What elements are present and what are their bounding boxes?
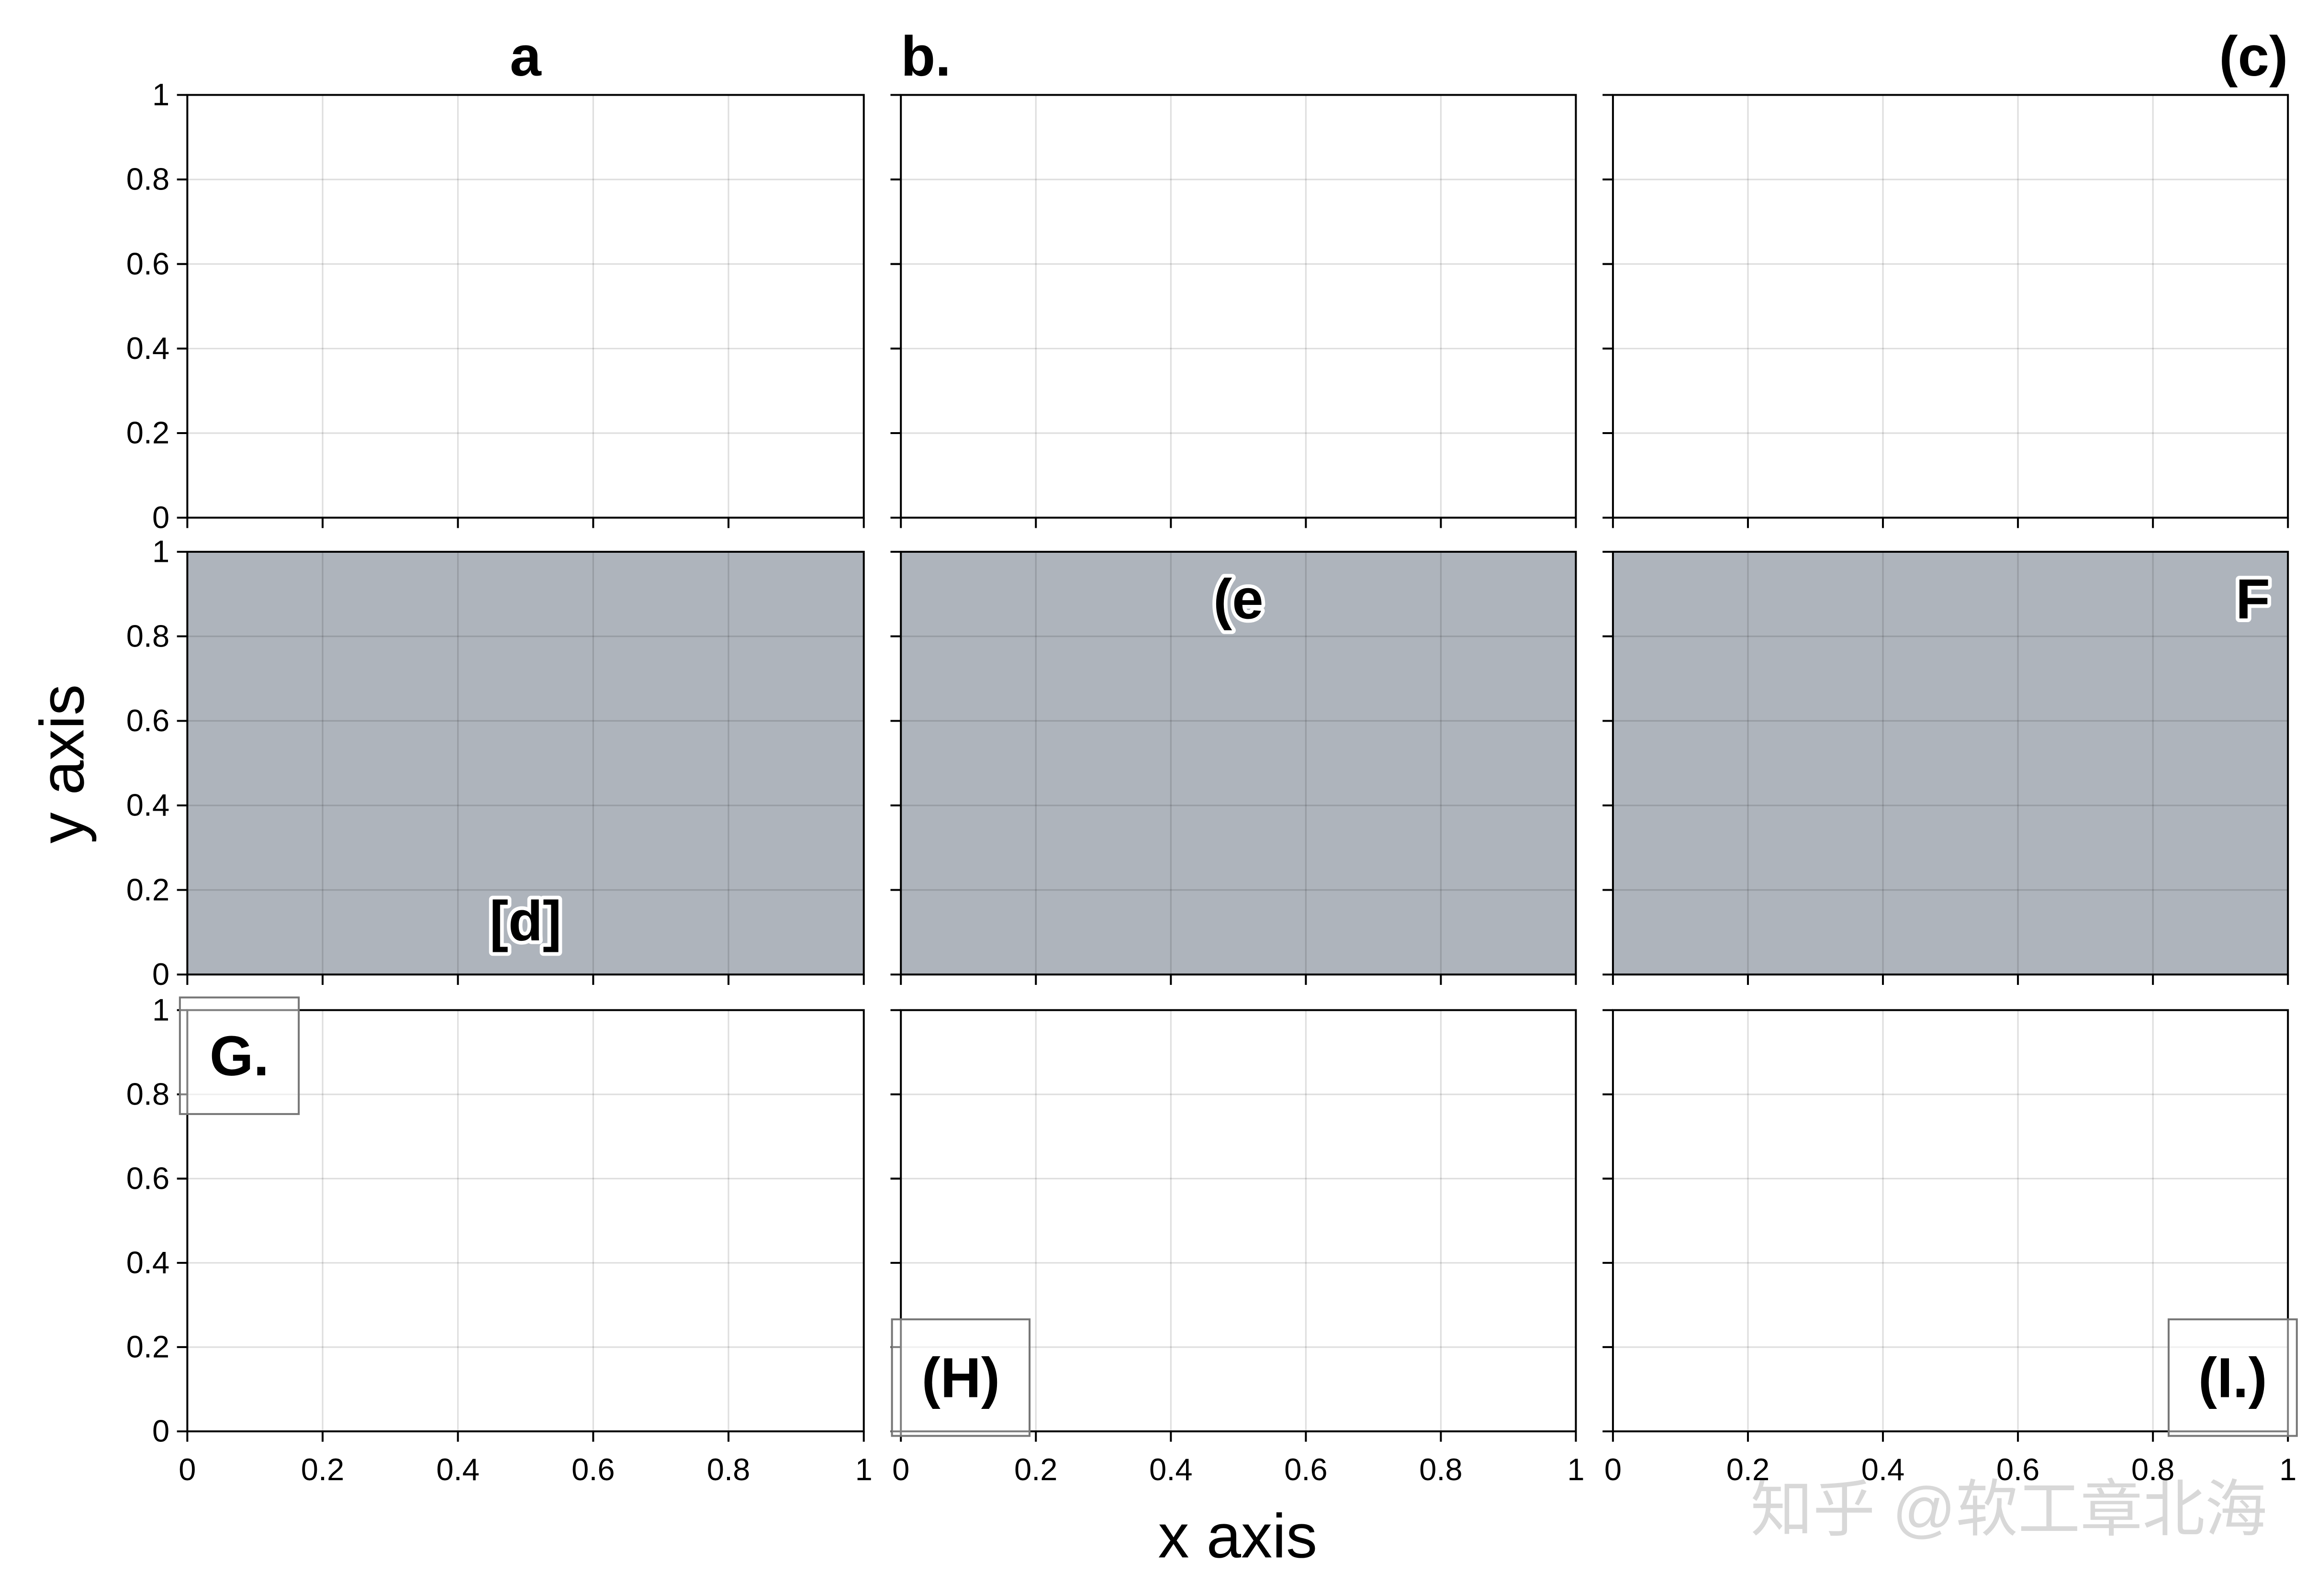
panel-label: [d] <box>490 889 561 952</box>
axes-background <box>1613 95 2288 518</box>
x-tick-label: 0.4 <box>1149 1452 1192 1487</box>
axes-background <box>901 551 1576 975</box>
x-tick-label: 1 <box>2279 1452 2296 1487</box>
x-tick-label: 0.6 <box>571 1452 615 1487</box>
x-tick-label: 0.2 <box>301 1452 344 1487</box>
y-tick-label: 1 <box>152 534 169 569</box>
panel-label: b. <box>901 24 951 88</box>
y-tick-label: 0.2 <box>126 872 169 907</box>
x-tick-label: 0.4 <box>436 1452 479 1487</box>
x-tick-label: 0.8 <box>2131 1452 2174 1487</box>
axes-background <box>187 551 864 975</box>
panel-label: (H) <box>922 1346 1000 1409</box>
panel-label: G. <box>210 1024 269 1087</box>
x-axis-label: x axis <box>1158 1501 1317 1571</box>
y-tick-label: 0.8 <box>126 1076 169 1111</box>
y-tick-label: 0.4 <box>126 788 169 823</box>
x-tick-label: 1 <box>1567 1452 1584 1487</box>
y-tick-label: 0.6 <box>126 246 169 281</box>
x-tick-label: 0 <box>1604 1452 1622 1487</box>
y-tick-label: 1 <box>152 992 169 1027</box>
axes-frame <box>186 550 865 976</box>
label-box <box>179 996 300 1115</box>
label-box <box>2167 1318 2298 1437</box>
x-tick-label: 0 <box>179 1452 196 1487</box>
axes-frame <box>900 550 1577 976</box>
panel-label: (c) <box>2219 24 2288 88</box>
axes-background <box>187 95 864 518</box>
panel-label: F <box>2236 567 2270 630</box>
label-box <box>891 1318 1031 1437</box>
y-tick-label: 0.2 <box>126 415 169 450</box>
axes-frame <box>1612 1009 2289 1432</box>
axes-background <box>187 1010 864 1431</box>
watermark: 知乎 @软工章北海 <box>1750 1474 2267 1544</box>
y-tick-label: 0 <box>152 957 169 992</box>
axes-frame <box>900 1009 1577 1432</box>
y-tick-label: 0.4 <box>126 1245 169 1280</box>
x-tick-label: 0.4 <box>1861 1452 1904 1487</box>
x-tick-label: 1 <box>855 1452 873 1487</box>
x-tick-label: 0.8 <box>707 1452 750 1487</box>
axes-frame <box>1612 94 2289 519</box>
x-tick-label: 0 <box>892 1452 909 1487</box>
x-tick-label: 0.6 <box>1996 1452 2039 1487</box>
y-tick-label: 0.6 <box>126 703 169 738</box>
panel-label: (I.) <box>2198 1346 2267 1409</box>
y-tick-label: 0 <box>152 1414 169 1449</box>
y-axis-label: y axis <box>27 684 97 844</box>
x-tick-label: 0.2 <box>1726 1452 1769 1487</box>
y-tick-label: 1 <box>152 77 169 112</box>
y-tick-label: 0.8 <box>126 618 169 653</box>
x-tick-label: 0.2 <box>1014 1452 1057 1487</box>
axes-frame <box>186 94 865 519</box>
x-tick-label: 0.8 <box>1419 1452 1462 1487</box>
y-tick-label: 0.8 <box>126 162 169 197</box>
y-tick-label: 0.4 <box>126 331 169 366</box>
x-tick-label: 0.6 <box>1284 1452 1327 1487</box>
axes-frame <box>186 1009 865 1432</box>
axes-background <box>901 95 1576 518</box>
axes-frame <box>1612 550 2289 976</box>
y-tick-label: 0.6 <box>126 1161 169 1196</box>
y-tick-label: 0.2 <box>126 1329 169 1364</box>
axes-frame <box>900 94 1577 519</box>
panel-label: a <box>510 24 542 88</box>
axes-background <box>1613 551 2288 975</box>
y-tick-label: 0 <box>152 500 169 535</box>
panel-label: (e <box>1213 567 1264 630</box>
